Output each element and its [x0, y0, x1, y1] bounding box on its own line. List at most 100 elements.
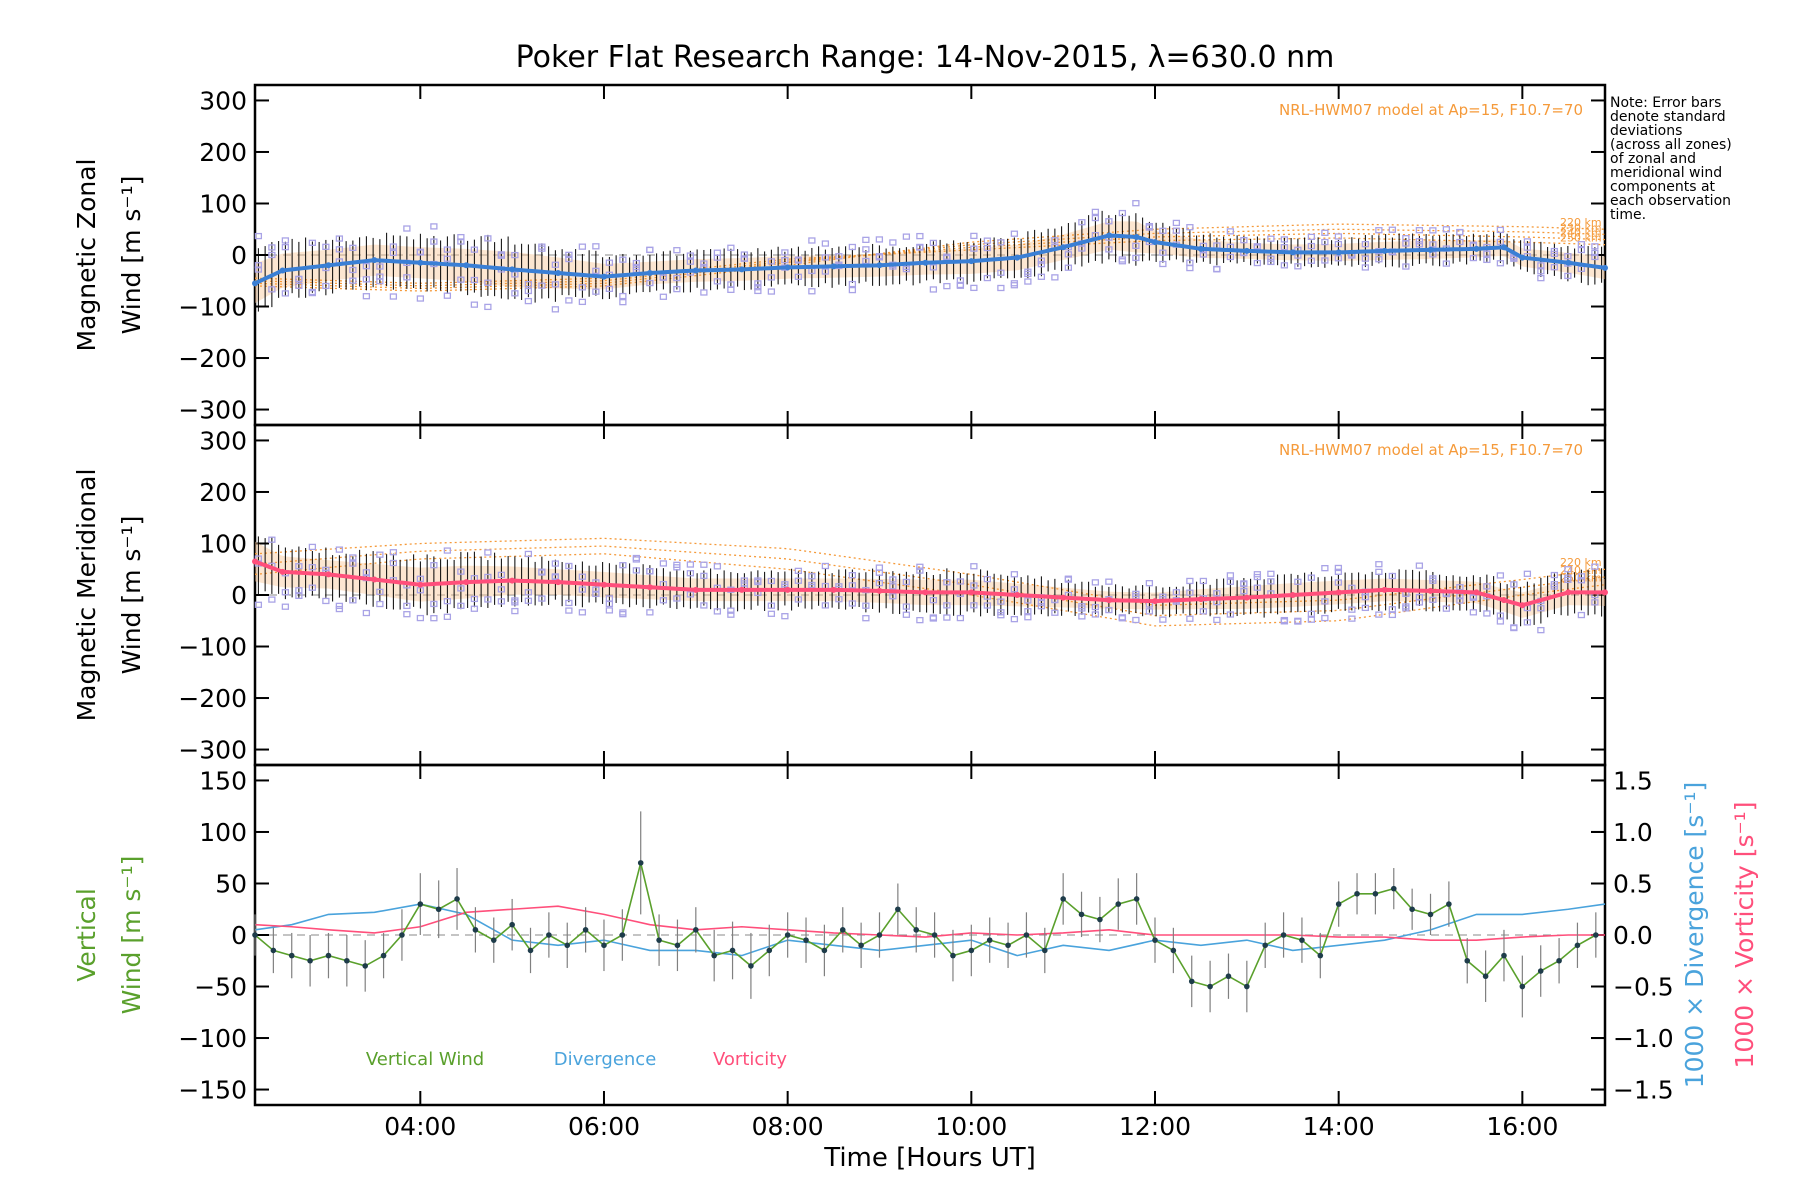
meridional-zone-marker [1253, 584, 1262, 591]
meridional-zone-marker [497, 571, 506, 579]
zonal-mean-point [784, 264, 791, 271]
meridional-zone-marker [1510, 581, 1518, 588]
meridional-zone-marker [659, 560, 668, 567]
vertical-wind-point [619, 932, 626, 938]
meridional-zone-marker [578, 586, 587, 593]
meridional-zone-marker [767, 577, 776, 585]
meridional-zone-marker [686, 561, 695, 568]
vertical-wind-point [1501, 952, 1507, 959]
zonal-zone-marker [1280, 262, 1289, 269]
meridional-zone-marker [646, 568, 654, 575]
zonal-zone-marker [1226, 253, 1235, 261]
legend-entry: Vorticity [713, 1049, 787, 1070]
vertical-wind-point [1262, 942, 1269, 949]
zonal-zone-marker [565, 251, 573, 258]
meridional-zone-marker [686, 570, 695, 577]
meridional-zone-marker [1024, 614, 1032, 621]
zonal-zone-marker [1375, 256, 1383, 263]
zonal-zone-marker [1321, 229, 1329, 236]
meridional-mean-point [1289, 592, 1296, 598]
meridional-zone-marker [767, 610, 776, 617]
meridional-zone-marker [295, 587, 303, 594]
vertical-wind-point [1372, 890, 1379, 897]
vertical-ytick-label: 0 [231, 921, 247, 950]
zonal-mean-point [1602, 264, 1608, 271]
meridional-zone-marker [1550, 583, 1559, 590]
meridional-zone-marker [740, 580, 749, 587]
vertical-ytick-label: 150 [199, 766, 247, 795]
meridional-panel: 300 200 100 0 −100 −200 −300 Magnetic Meridiona… [72, 423, 1608, 767]
zonal-zone-marker [457, 276, 465, 283]
meridional-zone-marker [1024, 608, 1032, 615]
meridional-zone-marker [1550, 571, 1559, 579]
vertical-wind-point [325, 952, 332, 959]
meridional-zone-marker [943, 614, 951, 621]
meridional-zone-marker [565, 599, 573, 607]
vertical-wind-point [1390, 885, 1397, 892]
meridional-zone-marker [511, 607, 519, 615]
zonal-zone-marker [619, 256, 627, 263]
zonal-zone-marker [767, 258, 776, 265]
zonal-mean-point [1519, 254, 1526, 261]
zonal-zone-marker [524, 297, 533, 305]
meridional-zone-marker [403, 611, 411, 618]
zonal-zone-marker [848, 280, 857, 288]
vertical-wind-point [748, 963, 754, 969]
meridional-mean-point [876, 587, 883, 594]
zonal-zone-marker [686, 258, 695, 265]
vertical-wind-point [931, 932, 938, 938]
vertical-wind-point [1244, 983, 1250, 990]
zonal-zone-marker [335, 235, 344, 242]
meridional-zone-marker [754, 577, 762, 584]
zonal-zone-marker [659, 293, 668, 300]
vertical-wind-point [1299, 937, 1305, 943]
meridional-zone-marker [1145, 580, 1154, 587]
meridional-zone-marker [862, 615, 870, 622]
zonal-zone-marker [1280, 244, 1289, 251]
zonal-zone-marker [983, 244, 992, 252]
zonal-zone-marker [1024, 268, 1032, 275]
zonal-mean-point [1060, 244, 1067, 251]
zonal-zone-marker [1577, 246, 1586, 254]
meridional-zone-marker [619, 562, 627, 569]
meridional-zone-marker [700, 602, 708, 609]
zonal-mean-point [1427, 246, 1434, 253]
meridional-zone-marker [1523, 570, 1532, 577]
meridional-mean-point [1602, 589, 1608, 596]
zonal-zone-marker [1402, 235, 1410, 242]
vertical-y2tick-label: −0.5 [1613, 973, 1674, 1002]
meridional-ylabel: Magnetic Meridional [72, 469, 101, 722]
x-tick-label: 12:00 [1119, 1112, 1191, 1141]
zonal-zone-marker [1496, 238, 1505, 245]
zonal-mean-point [646, 270, 653, 277]
vertical-wind-point [288, 952, 295, 959]
zonal-zone-marker [1334, 255, 1343, 262]
zonal-zone-marker [875, 236, 884, 243]
meridional-mean-point [1014, 592, 1021, 598]
meridional-model-height-label: 220 km [1560, 556, 1602, 569]
zonal-zone-marker [1199, 251, 1208, 258]
meridional-zone-marker [1105, 578, 1113, 585]
meridional-zone-marker [1402, 605, 1410, 612]
meridional-model-curve [254, 545, 1606, 617]
meridional-zone-marker [497, 598, 506, 605]
meridional-zone-marker [1307, 574, 1316, 581]
meridional-zone-marker [1564, 566, 1572, 573]
zonal-zone-marker [754, 280, 762, 287]
zonal-mean-point [509, 266, 516, 273]
meridional-zone-marker [875, 564, 884, 571]
zonal-zone-marker [1037, 261, 1046, 268]
vertical-wind-point [435, 906, 442, 913]
meridional-zone-marker [565, 607, 573, 614]
meridional-zone-marker [1010, 615, 1019, 623]
zonal-zone-marker [335, 246, 344, 253]
meridional-zone-marker [1334, 579, 1343, 586]
zonal-zone-marker [1429, 241, 1437, 248]
meridional-zone-marker [929, 597, 938, 604]
zonal-zone-marker [713, 254, 722, 261]
note-line: meridional wind [1610, 165, 1723, 181]
vertical-wind-point [1097, 916, 1103, 923]
meridional-zone-marker [956, 614, 965, 622]
meridional-zone-marker [551, 574, 560, 581]
x-axis-label: Time [Hours UT] [823, 1143, 1036, 1173]
